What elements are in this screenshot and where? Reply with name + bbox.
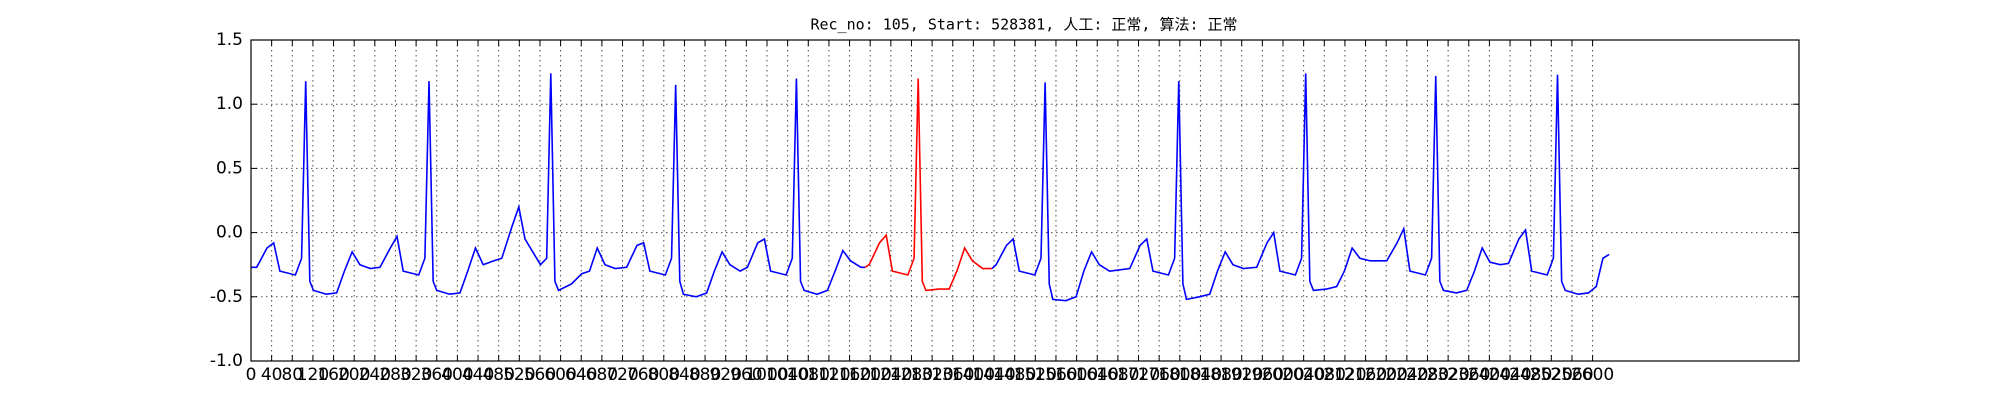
x-tick-label: 1560 [1034, 365, 1077, 385]
x-tick-label: 2440 [1488, 365, 1531, 385]
x-tick-label: 1640 [1076, 365, 1119, 385]
x-tick-label: 160 [317, 365, 349, 385]
ecg-line [251, 73, 866, 298]
x-tick-label: 2520 [1530, 365, 1573, 385]
x-tick-label: 2240 [1385, 365, 1428, 385]
x-tick-label: 760 [627, 365, 659, 385]
x-tick-label: 1960 [1241, 365, 1284, 385]
x-tick-label: 2040 [1282, 365, 1325, 385]
x-tick-label: 320 [400, 365, 432, 385]
x-tick-label: 600 [544, 365, 576, 385]
x-tick-label: 1520 [1014, 365, 1057, 385]
x-tick-label: 880 [689, 365, 721, 385]
x-tick-label: 1360 [931, 365, 974, 385]
x-tick-label: 1440 [972, 365, 1015, 385]
x-tick-label: 2600 [1571, 365, 1614, 385]
chart-title: Rec_no: 105, Start: 528381, 人工: 正常, 算法: … [810, 16, 1237, 34]
x-tick-label: 1160 [828, 365, 871, 385]
x-tick-label: 1800 [1158, 365, 1201, 385]
x-tick-label: 1840 [1179, 365, 1222, 385]
x-tick-label: 2480 [1509, 365, 1552, 385]
x-tick-label: 1200 [849, 365, 892, 385]
x-tick-label: 2160 [1344, 365, 1387, 385]
x-tick-label: 2280 [1406, 365, 1449, 385]
plot-frame [250, 39, 1800, 362]
x-tick-label: 2320 [1426, 365, 1469, 385]
y-tick-label: 1.5 [216, 30, 243, 50]
x-tick-label: 1400 [952, 365, 995, 385]
x-tick-label: 480 [482, 365, 514, 385]
x-tick-label: 80 [281, 365, 303, 385]
x-tick-label: 1760 [1138, 365, 1181, 385]
x-tick-label: 2200 [1365, 365, 1408, 385]
x-tick-label: 800 [648, 365, 680, 385]
x-tick-label: 240 [359, 365, 391, 385]
ecg-line [864, 78, 992, 292]
x-tick-label: 440 [462, 365, 494, 385]
x-tick-label: 1120 [807, 365, 850, 385]
y-tick-label: 0.5 [216, 158, 243, 178]
y-tick-label: 0.0 [216, 223, 243, 243]
x-tick-label: 1320 [910, 365, 953, 385]
x-tick-label: 640 [565, 365, 597, 385]
x-tick-label: 840 [668, 365, 700, 385]
ecg-line [991, 73, 1610, 302]
y-tick-label: -0.5 [210, 287, 243, 307]
y-tick-label: -1.0 [210, 351, 243, 371]
x-tick-label: 1480 [993, 365, 1036, 385]
x-tick-label: 2000 [1261, 365, 1304, 385]
y-tick-label: 1.0 [216, 94, 243, 114]
x-tick-label: 2400 [1468, 365, 1511, 385]
x-tick-label: 400 [441, 365, 473, 385]
x-tick-label: 680 [586, 365, 618, 385]
x-tick-label: 0 [246, 365, 257, 385]
x-tick-label: 120 [297, 365, 329, 385]
x-tick-label: 200 [338, 365, 370, 385]
x-tick-label: 2120 [1323, 365, 1366, 385]
x-tick-label: 520 [503, 365, 535, 385]
x-tick-label: 2360 [1447, 365, 1490, 385]
x-tick-label: 40 [261, 365, 283, 385]
x-tick-label: 1680 [1096, 365, 1139, 385]
x-tick-label: 2560 [1550, 365, 1593, 385]
x-tick-label: 1600 [1055, 365, 1098, 385]
x-tick-label: 2080 [1303, 365, 1346, 385]
x-tick-label: 360 [421, 365, 453, 385]
x-tick-label: 280 [379, 365, 411, 385]
x-tick-label: 1280 [890, 365, 933, 385]
x-tick-label: 1000 [745, 365, 788, 385]
x-tick-label: 560 [524, 365, 556, 385]
x-tick-label: 720 [606, 365, 638, 385]
x-tick-label: 1040 [766, 365, 809, 385]
x-tick-label: 1240 [869, 365, 912, 385]
x-tick-label: 1720 [1117, 365, 1160, 385]
x-tick-label: 1880 [1199, 365, 1242, 385]
x-tick-label: 920 [709, 365, 741, 385]
x-tick-label: 1080 [787, 365, 830, 385]
x-tick-label: 960 [730, 365, 762, 385]
x-tick-label: 1920 [1220, 365, 1263, 385]
